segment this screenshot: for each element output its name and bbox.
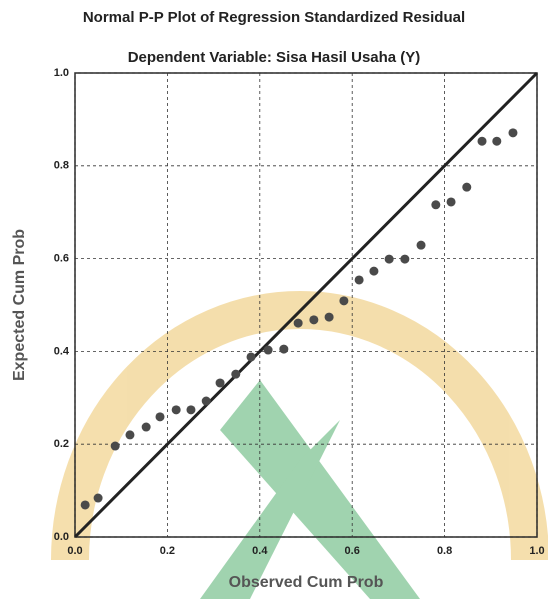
point (431, 200, 441, 210)
point (462, 182, 472, 192)
point (201, 396, 211, 406)
point (186, 405, 196, 415)
reference-line (73, 71, 539, 539)
watermark (51, 291, 548, 599)
point (155, 412, 165, 422)
watermark-shape (220, 380, 420, 599)
point (293, 318, 303, 328)
point (93, 493, 103, 503)
point (446, 197, 456, 207)
x-axis-label: Observed Cum Prob (229, 574, 384, 591)
y-tick-label: 0.8 (54, 160, 69, 172)
point (339, 296, 349, 306)
point (324, 312, 334, 322)
point (171, 405, 181, 415)
point (141, 422, 151, 432)
point (309, 315, 319, 325)
x-tick-label: 0.0 (67, 545, 82, 557)
point (416, 240, 426, 250)
y-axis-label: Expected Cum Prob (11, 229, 28, 381)
x-tick-label: 0.4 (252, 545, 268, 557)
point (215, 378, 225, 388)
point (246, 352, 256, 362)
point (508, 128, 518, 138)
x-tick-label: 0.8 (437, 545, 452, 557)
point (125, 430, 135, 440)
point (400, 254, 410, 264)
point (384, 254, 394, 264)
point (263, 345, 273, 355)
point (369, 266, 379, 276)
x-tick-label: 0.2 (160, 545, 175, 557)
y-tick-label: 0.2 (54, 438, 69, 450)
point (110, 441, 120, 451)
chart-subtitle: Dependent Variable: Sisa Hasil Usaha (Y) (128, 49, 421, 66)
point (279, 344, 289, 354)
watermark-shape (200, 420, 340, 599)
chart-title: Normal P-P Plot of Regression Standardiz… (83, 9, 465, 26)
point (354, 275, 364, 285)
y-tick-label: 0.6 (54, 253, 69, 265)
x-tick-label: 0.6 (345, 545, 360, 557)
y-tick-label: 0.0 (54, 531, 69, 543)
x-tick-label: 1.0 (529, 545, 544, 557)
point (492, 136, 502, 146)
point (231, 369, 241, 379)
point (477, 136, 487, 146)
y-tick-label: 0.4 (54, 345, 70, 357)
point (80, 500, 90, 510)
y-tick-label: 1.0 (54, 67, 69, 79)
